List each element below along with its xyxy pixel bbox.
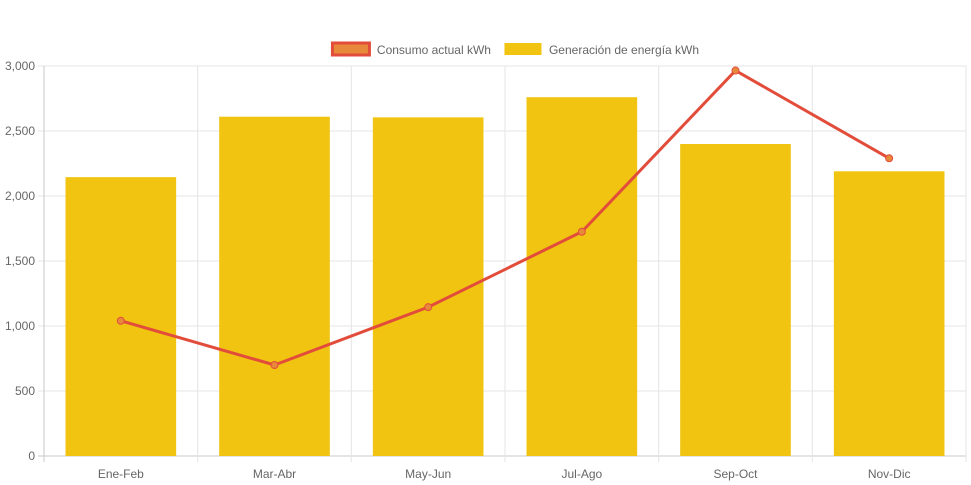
generation-bar[interactable] bbox=[372, 117, 484, 456]
y-tick-label: 0 bbox=[28, 449, 35, 463]
consumption-point[interactable] bbox=[577, 227, 586, 236]
consumption-point[interactable] bbox=[885, 154, 894, 163]
consumption-point[interactable] bbox=[116, 316, 125, 325]
consumption-point[interactable] bbox=[731, 66, 740, 75]
bar-series bbox=[65, 97, 945, 457]
y-tick-label: 2,500 bbox=[5, 124, 35, 138]
consumption-line bbox=[120, 69, 890, 367]
generation-bar[interactable] bbox=[680, 144, 791, 456]
x-tick-label: Nov-Dic bbox=[868, 467, 911, 481]
x-tick-label: Sep-Oct bbox=[713, 467, 758, 481]
generation-bar[interactable] bbox=[833, 171, 945, 457]
y-tick-label: 2,000 bbox=[5, 189, 35, 203]
x-tick-label: May-Jun bbox=[405, 467, 451, 481]
y-tick-label: 1,500 bbox=[5, 254, 35, 268]
legend-swatch bbox=[330, 41, 371, 57]
consumption-point[interactable] bbox=[424, 303, 433, 312]
axes: 0 500 1,000 1,500 2,000 2,500 3,000 Ene-Feb Mar-… bbox=[5, 59, 911, 481]
legend-swatch bbox=[504, 43, 542, 55]
generation-bar[interactable] bbox=[526, 97, 638, 456]
legend-item-consumo[interactable]: Consumo actual kWh bbox=[330, 41, 491, 57]
x-tick-label: Ene-Feb bbox=[98, 467, 144, 481]
legend-item-generacion[interactable]: Generación de energía kWh bbox=[504, 43, 699, 57]
legend-label: Consumo actual kWh bbox=[377, 43, 491, 57]
consumption-point[interactable] bbox=[270, 361, 279, 369]
y-tick-label: 3,000 bbox=[5, 59, 35, 73]
x-tick-label: Jul-Ago bbox=[561, 467, 602, 481]
grid-lines bbox=[38, 65, 967, 462]
legend: Consumo actual kWh Generación de energía … bbox=[330, 41, 699, 57]
legend-label: Generación de energía kWh bbox=[549, 43, 699, 57]
y-tick-label: 1,000 bbox=[5, 319, 35, 333]
generation-bar[interactable] bbox=[65, 177, 177, 456]
line-series bbox=[116, 66, 894, 369]
generation-bar[interactable] bbox=[219, 116, 330, 456]
y-tick-label: 500 bbox=[15, 384, 35, 398]
x-tick-label: Mar-Abr bbox=[253, 467, 296, 481]
